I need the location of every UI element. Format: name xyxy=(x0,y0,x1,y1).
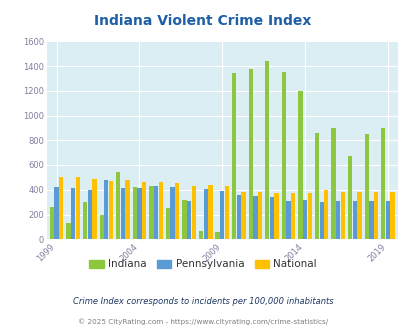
Bar xyxy=(198,231,203,239)
Bar xyxy=(335,201,339,239)
Bar xyxy=(314,133,318,239)
Bar xyxy=(99,215,104,239)
Bar xyxy=(142,182,146,239)
Legend: Indiana, Pennsylvania, National: Indiana, Pennsylvania, National xyxy=(85,255,320,274)
Bar xyxy=(330,128,335,239)
Bar xyxy=(241,192,245,239)
Bar xyxy=(368,201,373,239)
Bar xyxy=(182,200,186,239)
Bar xyxy=(340,192,344,239)
Bar xyxy=(54,187,59,239)
Bar xyxy=(257,192,262,239)
Bar xyxy=(75,177,80,239)
Text: Crime Index corresponds to incidents per 100,000 inhabitants: Crime Index corresponds to incidents per… xyxy=(72,297,333,307)
Bar xyxy=(66,223,70,239)
Bar xyxy=(203,188,207,239)
Bar xyxy=(83,202,87,239)
Bar xyxy=(352,201,356,239)
Bar xyxy=(373,192,377,239)
Bar xyxy=(87,190,92,239)
Text: © 2025 CityRating.com - https://www.cityrating.com/crime-statistics/: © 2025 CityRating.com - https://www.city… xyxy=(78,318,327,325)
Bar xyxy=(153,186,158,239)
Bar xyxy=(158,182,162,239)
Bar xyxy=(175,183,179,239)
Bar xyxy=(385,201,389,239)
Bar xyxy=(120,188,125,239)
Text: Indiana Violent Crime Index: Indiana Violent Crime Index xyxy=(94,15,311,28)
Bar xyxy=(236,195,241,239)
Bar xyxy=(290,193,294,239)
Bar xyxy=(170,187,174,239)
Bar xyxy=(356,192,361,239)
Bar xyxy=(281,72,286,239)
Bar xyxy=(323,190,328,239)
Bar xyxy=(220,191,224,239)
Bar xyxy=(302,200,307,239)
Bar xyxy=(274,193,278,239)
Bar xyxy=(165,208,170,239)
Bar xyxy=(248,69,252,239)
Bar xyxy=(347,156,352,239)
Bar xyxy=(132,187,136,239)
Bar xyxy=(307,193,311,239)
Bar xyxy=(232,74,236,239)
Bar xyxy=(319,202,323,239)
Bar xyxy=(109,181,113,239)
Bar xyxy=(298,91,302,239)
Bar xyxy=(253,196,257,239)
Bar xyxy=(116,172,120,239)
Bar xyxy=(137,188,141,239)
Bar xyxy=(215,232,219,239)
Bar xyxy=(187,201,191,239)
Bar xyxy=(125,181,129,239)
Bar xyxy=(269,197,273,239)
Bar xyxy=(59,177,63,239)
Bar xyxy=(380,128,384,239)
Bar xyxy=(191,186,196,239)
Bar xyxy=(224,186,228,239)
Bar xyxy=(286,201,290,239)
Bar xyxy=(92,179,96,239)
Bar xyxy=(149,186,153,239)
Bar xyxy=(264,61,269,239)
Bar xyxy=(104,181,108,239)
Bar xyxy=(71,188,75,239)
Bar xyxy=(364,134,368,239)
Bar xyxy=(390,192,394,239)
Bar xyxy=(208,185,212,239)
Bar xyxy=(50,207,54,239)
